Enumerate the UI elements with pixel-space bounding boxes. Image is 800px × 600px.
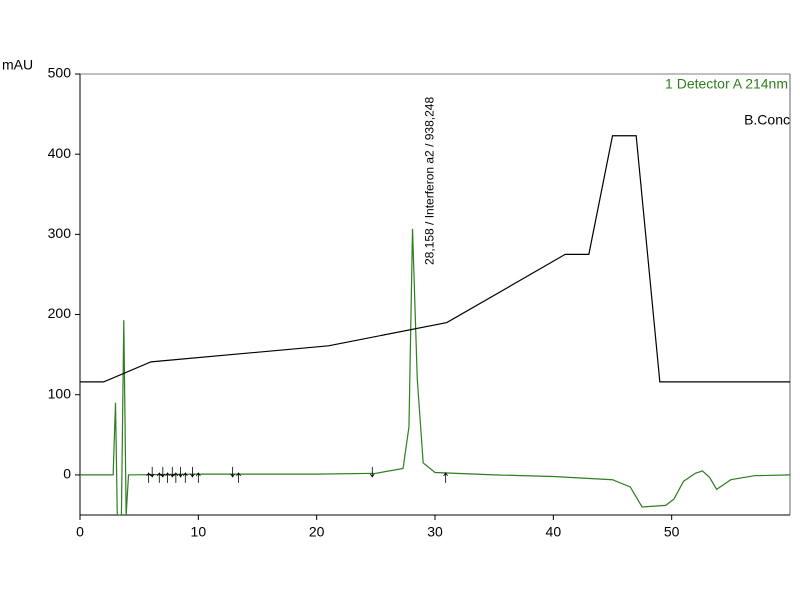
- x-tick-label: 30: [427, 524, 443, 540]
- series-line: [80, 228, 790, 515]
- integration-mark: [178, 466, 183, 478]
- y-axis-label: mAU: [2, 57, 33, 73]
- integration-mark: [236, 472, 241, 483]
- integration-mark: [146, 472, 151, 483]
- integration-mark: [443, 472, 448, 483]
- y-tick-label: 500: [48, 65, 72, 81]
- integration-mark: [149, 466, 155, 478]
- y-tick-label: 300: [48, 225, 72, 241]
- x-tick-label: 20: [309, 524, 325, 540]
- integration-mark: [190, 466, 195, 478]
- x-tick-label: 50: [664, 524, 680, 540]
- integration-mark: [160, 466, 166, 478]
- x-tick-label: 40: [546, 524, 562, 540]
- y-tick-label: 0: [63, 466, 71, 482]
- integration-mark: [230, 466, 235, 478]
- integration-mark: [169, 466, 175, 478]
- integration-mark: [156, 472, 162, 483]
- x-tick-label: 10: [191, 524, 207, 540]
- integration-mark: [182, 472, 188, 483]
- integration-mark: [165, 472, 170, 483]
- y-tick-label: 400: [48, 145, 72, 161]
- legend-entry: B.Conc: [744, 112, 790, 128]
- y-tick-label: 200: [48, 305, 72, 321]
- series-line: [80, 135, 790, 383]
- y-tick-label: 100: [48, 385, 72, 401]
- integration-mark: [369, 466, 375, 478]
- x-tick-label: 0: [76, 524, 84, 540]
- peak-annotation: 28,158 / Interferon a2 / 938,248: [422, 97, 436, 265]
- integration-mark: [196, 472, 201, 483]
- integration-mark: [173, 472, 179, 483]
- series-group: [80, 135, 790, 515]
- legend-entry: 1 Detector A 214nm: [665, 76, 788, 92]
